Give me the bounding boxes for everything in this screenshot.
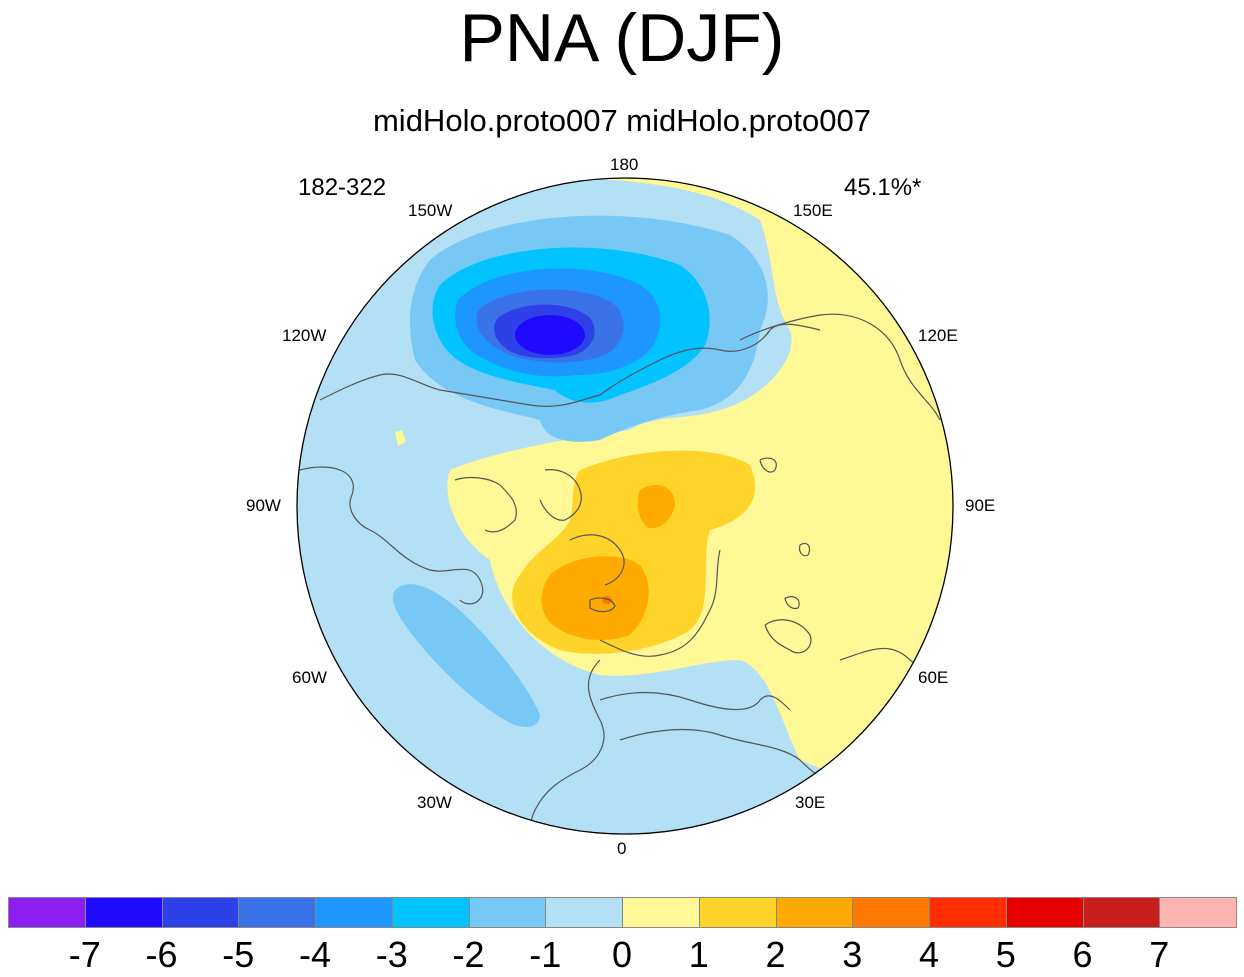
lon-label-60w: 60W bbox=[292, 668, 327, 687]
lon-label-90w: 90W bbox=[246, 496, 281, 515]
colorbar-swatch bbox=[1159, 897, 1237, 928]
lon-label-120e: 120E bbox=[918, 326, 958, 345]
colorbar-tick-label: 0 bbox=[611, 934, 633, 975]
map-field bbox=[297, 178, 953, 834]
variance-explained-label: 45.1%* bbox=[844, 174, 922, 201]
colorbar-tick-label: 4 bbox=[918, 934, 940, 975]
colorbar-swatch bbox=[775, 897, 854, 928]
lon-label-30e: 30E bbox=[795, 793, 826, 812]
field-pos2-region-upper bbox=[637, 485, 675, 529]
field-neg7-core bbox=[515, 315, 585, 355]
colorbar-swatch bbox=[852, 897, 930, 928]
colorbar-swatch bbox=[315, 897, 393, 928]
lon-label-0: 0 bbox=[617, 839, 627, 858]
colorbar-tick-label: -6 bbox=[145, 934, 178, 975]
colorbar-swatch bbox=[1082, 897, 1161, 928]
colorbar-tick-label: 7 bbox=[1149, 934, 1170, 975]
colorbar-tick-label: 2 bbox=[765, 934, 786, 975]
field-pos0-islet bbox=[395, 430, 406, 446]
colorbar-swatch bbox=[622, 897, 700, 928]
lon-label-150e: 150E bbox=[793, 201, 833, 220]
colorbar-tick-label: -5 bbox=[222, 934, 255, 975]
colorbar-tick-label: -3 bbox=[375, 934, 408, 975]
lon-label-180: 180 bbox=[610, 155, 639, 174]
field-neg2-atlantic bbox=[393, 584, 540, 727]
lon-label-90e: 90E bbox=[965, 496, 996, 515]
colorbar-tick-label: -4 bbox=[298, 934, 332, 975]
colorbar-swatch bbox=[698, 897, 777, 928]
map-boundary bbox=[296, 177, 954, 835]
chart-subtitle: midHolo.proto007 midHolo.proto007 bbox=[372, 103, 871, 138]
colorbar bbox=[8, 897, 1237, 930]
colorbar-tick-label: -1 bbox=[529, 934, 562, 975]
colorbar-swatch bbox=[8, 897, 86, 928]
polar-map bbox=[296, 177, 954, 835]
colorbar-swatch bbox=[238, 897, 316, 928]
lon-label-120w: 120W bbox=[282, 326, 327, 345]
lon-label-150w: 150W bbox=[408, 201, 453, 220]
colorbar-swatch bbox=[161, 897, 240, 928]
year-range-label: 182-322 bbox=[298, 174, 387, 201]
chart-title: PNA (DJF) bbox=[459, 0, 785, 76]
lon-label-60e: 60E bbox=[918, 668, 949, 687]
colorbar-swatch bbox=[391, 897, 470, 928]
colorbar-tick-label: -2 bbox=[452, 934, 485, 975]
colorbar-tick-label: -7 bbox=[68, 934, 101, 975]
colorbar-tick-label: 6 bbox=[1072, 934, 1093, 975]
colorbar-swatch bbox=[84, 897, 163, 928]
colorbar-tick-label: 1 bbox=[688, 934, 709, 975]
colorbar-swatch bbox=[545, 897, 623, 928]
coastlines bbox=[299, 313, 941, 834]
colorbar-tick-label: 5 bbox=[995, 934, 1016, 975]
colorbar-swatch bbox=[929, 897, 1007, 928]
colorbar-tick-label: 3 bbox=[842, 934, 863, 975]
lon-label-30w: 30W bbox=[417, 793, 452, 812]
colorbar-swatch bbox=[1005, 897, 1084, 928]
colorbar-swatch bbox=[468, 897, 547, 928]
